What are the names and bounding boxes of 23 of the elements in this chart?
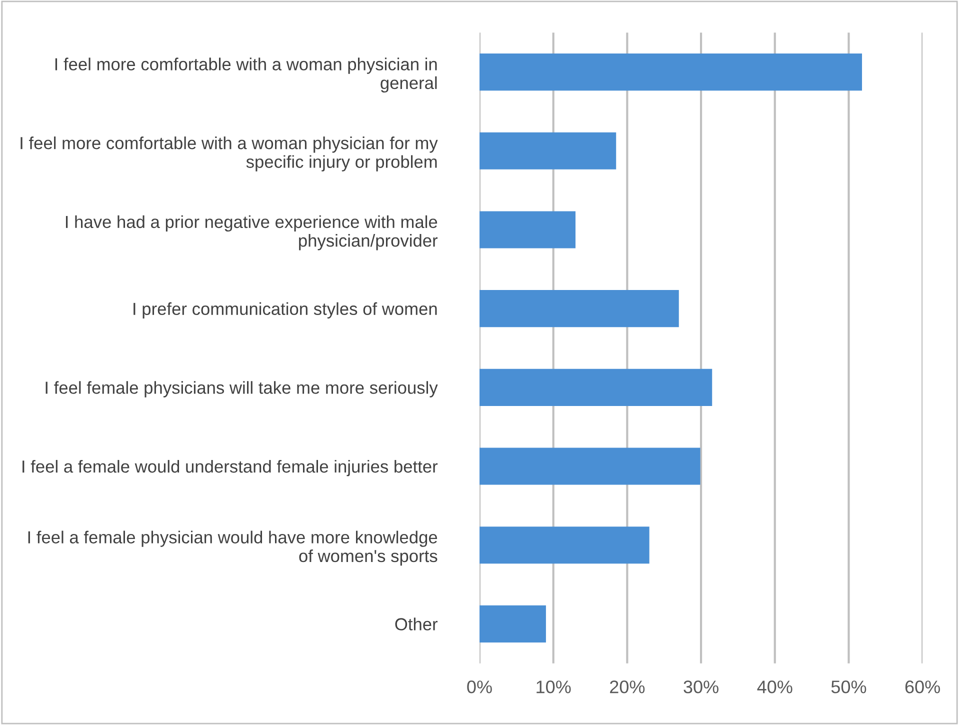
y-tick-label: Other bbox=[395, 618, 438, 630]
x-tick-label: 40% bbox=[757, 680, 792, 694]
y-tick-label: I feel a female would understand female injuries better bbox=[22, 460, 438, 476]
y-tick-label: I feel more comfortable with a woman physician in general bbox=[55, 58, 437, 93]
y-tick-label: I prefer communication styles of women bbox=[134, 302, 437, 318]
bar bbox=[480, 54, 862, 91]
x-tick-label: 30% bbox=[684, 680, 718, 694]
x-tick-label: 0% bbox=[467, 680, 492, 694]
bar bbox=[480, 132, 616, 170]
y-tick-label: I feel more comfortable with a woman physician for my specific injury or problem bbox=[20, 136, 438, 172]
bar bbox=[480, 605, 546, 642]
bar bbox=[480, 290, 679, 328]
y-tick-label: I feel female physicians will take me more seriously bbox=[46, 381, 438, 398]
bar bbox=[480, 368, 712, 406]
x-tick-label: 60% bbox=[905, 680, 940, 694]
bar bbox=[480, 526, 650, 564]
x-tick-label: 20% bbox=[610, 680, 645, 694]
x-tick-label: 50% bbox=[831, 680, 866, 694]
bar bbox=[480, 211, 576, 248]
y-tick-label: I feel a female physician would have more knowledge of women's sports bbox=[28, 530, 438, 566]
y-tick-label: I have had a prior negative experience with male physician/provider bbox=[66, 215, 438, 250]
x-tick-label: 10% bbox=[536, 680, 571, 694]
bar bbox=[480, 448, 700, 485]
